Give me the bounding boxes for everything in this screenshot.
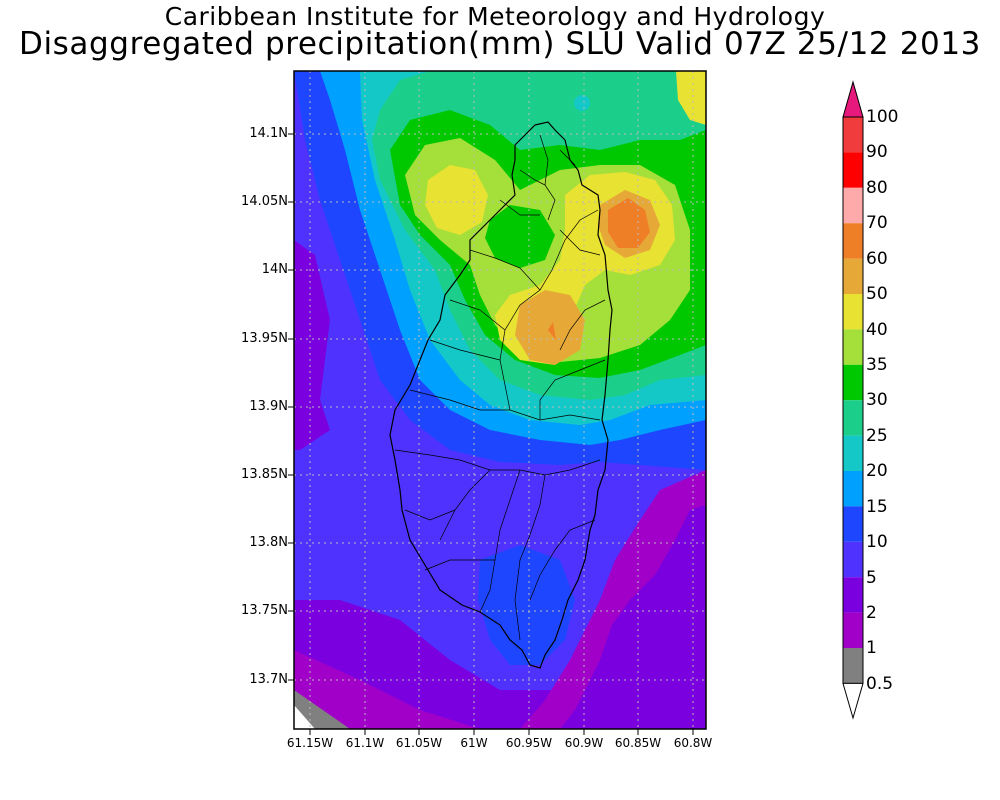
lon-tick-label: 60.8W [673, 736, 713, 750]
lat-tick-label: 13.9N [249, 399, 288, 414]
legend-swatch-70-80 [843, 187, 863, 224]
legend-level-label: 10 [866, 532, 888, 552]
lon-tick-label: 60.85W [614, 736, 662, 750]
chart-title-organization: Caribbean Institute for Meteorology and … [164, 2, 826, 31]
map-frame [293, 70, 707, 730]
river-network [394, 134, 606, 641]
precipitation-field [294, 71, 706, 729]
legend-swatch-above-100 [842, 80, 864, 118]
legend-level-label: 90 [866, 142, 888, 162]
legend-swatch-40-50 [843, 294, 863, 330]
lat-tick-label: 14.1N [249, 126, 288, 141]
lat-tick-label: 13.75N [241, 603, 288, 618]
lat-tick-label: 14.05N [241, 194, 288, 209]
legend-level-label: 50 [866, 284, 888, 304]
legend-level-label: 40 [866, 320, 888, 340]
legend-level-label: 20 [866, 461, 888, 481]
graticule-grid [294, 71, 706, 729]
lat-tick-label: 13.95N [241, 331, 288, 346]
lon-tick-label: 61.05W [395, 736, 443, 750]
legend-swatch-below-0.5 [842, 682, 864, 720]
legend-swatch-20-25 [843, 435, 863, 471]
lon-tick-label: 61.15W [286, 736, 334, 750]
legend-swatch-10-15 [843, 506, 863, 542]
legend-swatch-5-10 [843, 541, 863, 578]
legend-level-label: 100 [866, 107, 899, 127]
legend-swatch-0.5-1 [843, 648, 863, 684]
legend-swatch-30-35 [843, 364, 863, 401]
lon-tick-label: 60.95W [505, 736, 553, 750]
lat-tick-label: 13.85N [241, 467, 288, 482]
legend-level-label: 35 [866, 355, 888, 375]
legend-swatch-15-20 [843, 471, 863, 507]
legend-swatch-35-40 [843, 329, 863, 365]
lon-tick-label: 61.1W [345, 736, 385, 750]
chart-title-product: Disaggregated precipitation(mm) SLU Vali… [18, 26, 981, 62]
lon-tick-label: 61W [460, 736, 488, 750]
legend-swatch-25-30 [843, 400, 863, 436]
axis-ticks [288, 133, 694, 735]
legend-swatch-1-2 [843, 612, 863, 648]
legend-level-label: 60 [866, 249, 888, 269]
legend-level-label: 70 [866, 213, 888, 233]
legend-level-label: 30 [866, 390, 888, 410]
legend-swatch-80-90 [843, 152, 863, 188]
legend-swatch-60-70 [843, 223, 863, 259]
legend-swatch-90-100 [843, 117, 863, 153]
legend-level-label: 25 [866, 426, 888, 446]
lon-tick-label: 60.9W [564, 736, 604, 750]
legend-level-label: 15 [866, 497, 888, 517]
legend-level-label: 2 [866, 603, 877, 623]
legend-swatch-2-5 [843, 577, 863, 613]
legend-swatch-50-60 [843, 258, 863, 294]
legend-level-label: 80 [866, 178, 888, 198]
lat-tick-label: 13.7N [249, 672, 288, 687]
legend-level-label: 0.5 [866, 674, 894, 694]
legend-level-label: 1 [866, 638, 877, 658]
lat-tick-label: 14N [261, 262, 288, 277]
lat-tick-label: 13.8N [249, 535, 288, 550]
island-coastline [389, 121, 613, 669]
legend-level-label: 5 [866, 568, 877, 588]
